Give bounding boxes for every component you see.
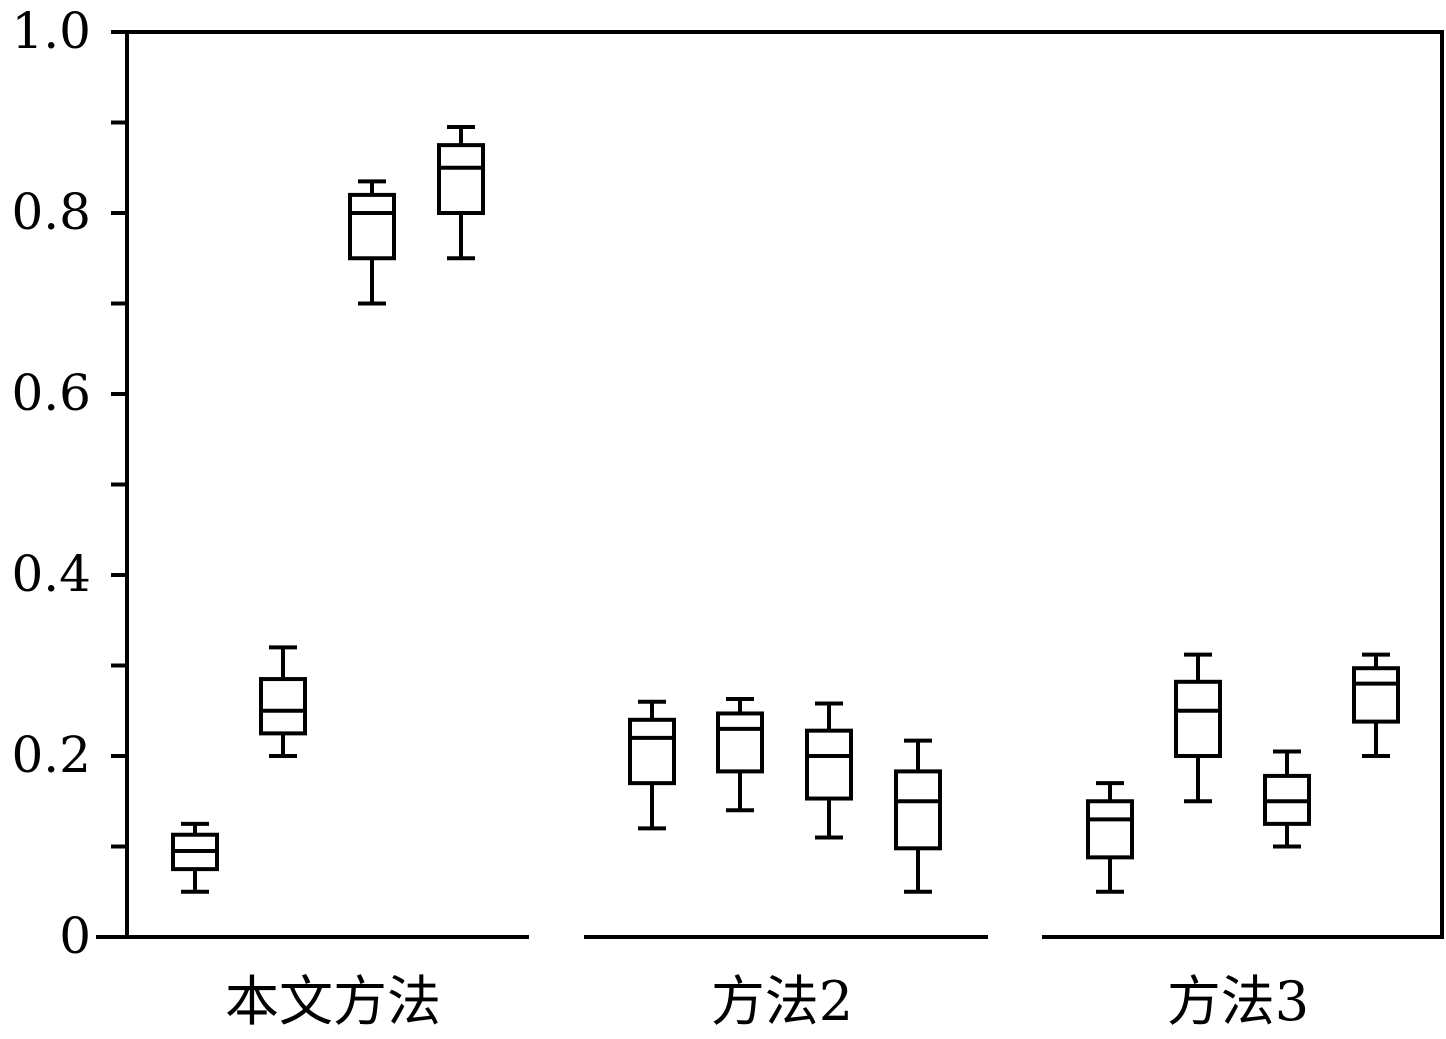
y-tick-label: 0.8	[11, 183, 91, 241]
box-iqr	[348, 192, 396, 261]
box-plot	[1263, 749, 1311, 849]
box-iqr	[1174, 679, 1222, 758]
box-plot	[628, 699, 676, 831]
box-plot	[348, 179, 396, 306]
box-iqr	[1352, 666, 1400, 724]
box-group-1	[171, 125, 485, 894]
group-label-2: 方法2	[711, 970, 853, 1033]
box-iqr	[628, 717, 676, 786]
boxes-layer	[171, 125, 1400, 894]
box-plot	[805, 701, 853, 840]
box-iqr	[805, 728, 853, 801]
box-plot	[259, 645, 307, 758]
box-group-2	[628, 696, 942, 894]
box-iqr	[894, 769, 942, 851]
y-tick-label: 0.4	[11, 545, 91, 603]
box-plot	[1174, 652, 1222, 804]
box-iqr	[259, 677, 307, 736]
y-tick-label: 0.2	[11, 726, 91, 784]
y-ticks-layer: 0 0.2 0.4 0.6 0.8 1.0	[11, 2, 127, 965]
group-label-1: 本文方法	[225, 970, 441, 1033]
box-plot	[437, 125, 485, 261]
box-plot	[1352, 652, 1400, 758]
box-iqr	[1086, 799, 1134, 860]
box-group-3	[1086, 652, 1400, 894]
box-iqr	[437, 143, 485, 215]
box-plot	[1086, 781, 1134, 894]
y-tick-label: 0	[59, 907, 91, 965]
box-plot	[894, 738, 942, 894]
axes-layer	[96, 30, 1444, 939]
box-plot	[171, 821, 219, 894]
box-iqr	[716, 711, 764, 774]
group-label-3: 方法3	[1167, 970, 1309, 1033]
box-plot	[716, 696, 764, 813]
group-labels-layer: 本文方法 方法2 方法3	[225, 970, 1309, 1033]
y-tick-label: 0.6	[11, 364, 91, 422]
y-tick-label: 1.0	[11, 2, 91, 60]
